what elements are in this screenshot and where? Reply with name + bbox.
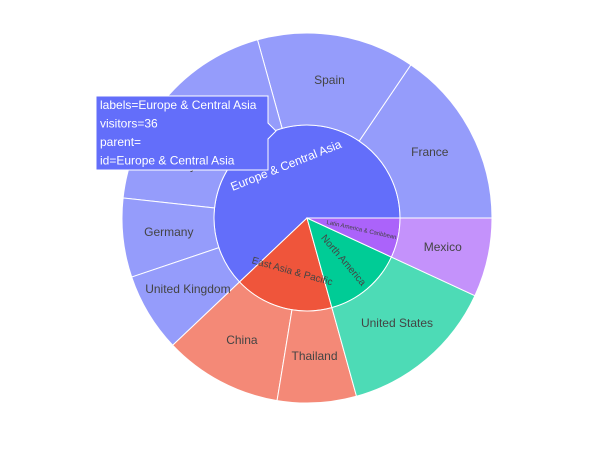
sector-label: France [411, 145, 449, 159]
sunburst: Europe & Central AsiaFranceSpainTurkeyGe… [121, 32, 493, 404]
sector-label: Spain [314, 73, 345, 87]
sector [390, 217, 493, 297]
sector-label: Thailand [292, 349, 338, 363]
tooltip-line: id=Europe & Central Asia [100, 154, 235, 168]
tooltip: labels=Europe & Central Asia visitors=36 p… [95, 95, 277, 171]
sector-label: China [226, 333, 258, 347]
sector-label: Mexico [424, 240, 462, 254]
tooltip-line: parent= [100, 135, 141, 149]
tooltip-line: visitors=36 [100, 117, 158, 131]
sector-label: United States [361, 316, 433, 330]
tooltip-box [95, 95, 277, 171]
sector-label: Germany [144, 225, 193, 239]
tooltip-line: labels=Europe & Central Asia [100, 98, 257, 112]
sector-label: United Kingdom [145, 282, 230, 296]
